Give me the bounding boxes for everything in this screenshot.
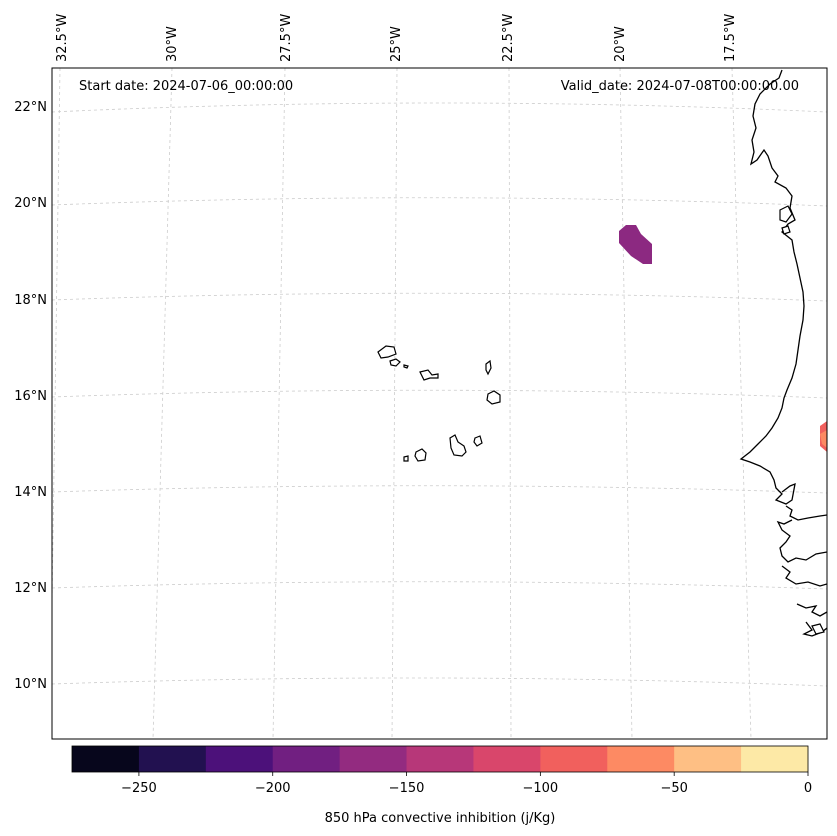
colorbar-tick-label: −50	[660, 781, 687, 796]
latitude-label: 16°N	[14, 389, 47, 404]
latitude-label: 10°N	[14, 677, 47, 692]
colorbar-bin	[72, 746, 140, 772]
colorbar-bin	[540, 746, 608, 772]
latitude-label: 20°N	[14, 196, 47, 211]
island-sal	[485, 359, 492, 376]
map-area	[52, 68, 827, 739]
colorbar-border	[71, 745, 809, 773]
colorbar-tick-label: −150	[389, 781, 425, 796]
island-santiago	[449, 434, 467, 457]
colorbar-bin	[272, 746, 341, 772]
latitude-label: 12°N	[14, 581, 47, 596]
cin-patch-purple	[619, 225, 652, 264]
cape-verde-islands	[377, 345, 501, 462]
africa-coastline-south	[776, 505, 827, 637]
island-sao-vicente	[389, 358, 401, 367]
map-frame	[51, 67, 828, 740]
island-santa-luzia	[403, 364, 409, 369]
colorbar: −250 −200 −150 −100 −50 0	[71, 745, 812, 796]
latitude-label: 22°N	[14, 100, 47, 115]
island-brava	[403, 455, 409, 462]
longitude-label: 25°W	[389, 26, 404, 62]
latitude-labels: 22°N 20°N 18°N 16°N 14°N 12°N 10°N	[14, 100, 47, 692]
longitude-label: 30°W	[165, 26, 180, 62]
colorbar-tick-label: −100	[523, 781, 559, 796]
longitude-label: 17.5°W	[723, 14, 738, 62]
colorbar-label: 850 hPa convective inhibition (j/Kg)	[325, 811, 556, 826]
colorbar-tick-label: −250	[121, 781, 157, 796]
coastal-island	[781, 225, 791, 235]
island-boa-vista	[486, 390, 501, 405]
colorbar-bin	[741, 746, 809, 772]
africa-coastline	[739, 69, 805, 505]
latitude-label: 18°N	[14, 293, 47, 308]
coastal-island	[811, 623, 825, 635]
longitude-label: 20°W	[613, 26, 628, 62]
colorbar-bin	[674, 746, 742, 772]
longitude-label: 22.5°W	[501, 14, 516, 62]
colorbar-bin	[138, 746, 207, 772]
longitude-label: 27.5°W	[279, 14, 294, 62]
longitude-gridlines	[52, 68, 752, 739]
island-maio	[473, 435, 483, 447]
start-date-label: Start date: 2024-07-06_00:00:00	[79, 79, 293, 94]
valid-date-label: Valid_date: 2024-07-08T00:00:00.00	[561, 79, 799, 94]
colorbar-bin	[406, 746, 474, 772]
colorbar-bin	[473, 746, 541, 772]
colorbar-bin	[607, 746, 675, 772]
latitude-label: 14°N	[14, 485, 47, 500]
colorbar-tick-label: 0	[804, 781, 812, 796]
island-sao-nicolau	[419, 369, 439, 381]
island-santo-antao	[377, 345, 397, 359]
colorbar-tick-label: −200	[255, 781, 291, 796]
island-fogo	[414, 448, 427, 462]
coastal-island	[779, 205, 793, 223]
longitude-labels: 32.5°W 30°W 27.5°W 25°W 22.5°W 20°W 17.5…	[55, 14, 738, 62]
cin-patch-coral-light	[820, 430, 827, 448]
colorbar-bin	[205, 746, 274, 772]
longitude-label: 32.5°W	[55, 14, 70, 62]
colorbar-bin	[339, 746, 408, 772]
